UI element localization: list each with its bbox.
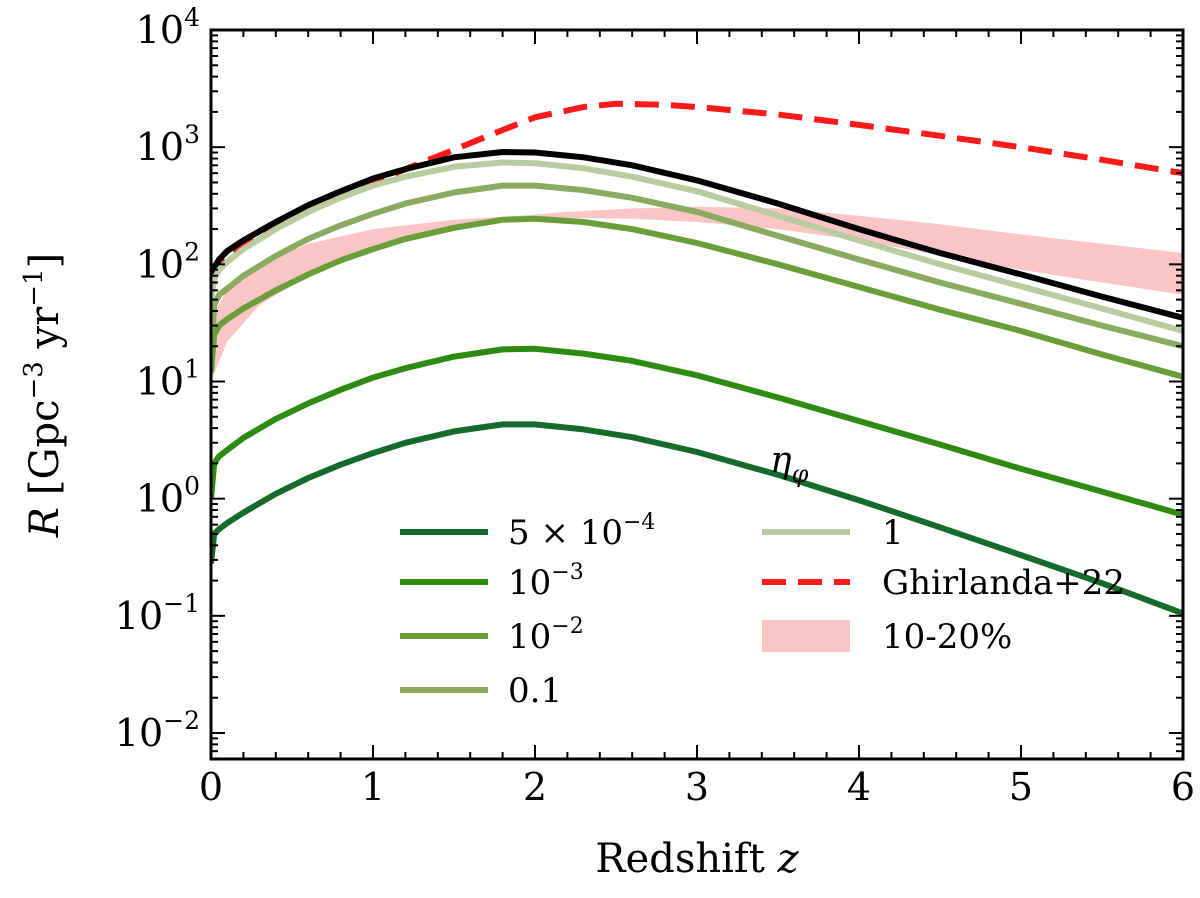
y-tick-base: 10	[136, 8, 184, 52]
y-axis-label-unit-mid: yr	[22, 306, 68, 361]
legend-label: 0.1	[508, 671, 562, 711]
y-tick-label: 101	[136, 355, 200, 404]
legend-label-text: 10-20%	[882, 617, 1012, 657]
series-line-total	[211, 149, 1183, 321]
y-axis-label-unit-open: [Gpc	[22, 400, 68, 496]
x-tick-label: 6	[1171, 765, 1195, 809]
legend-label-exponent: −2	[551, 614, 583, 639]
x-tick-label: 1	[361, 765, 385, 809]
legend-label: 5 × 10−4	[508, 510, 655, 553]
y-tick-exponent: 0	[184, 472, 200, 501]
y-tick-label: 10−1	[115, 589, 200, 638]
y-tick-exponent: 1	[184, 355, 200, 384]
y-axis-label-exp2: −1	[19, 268, 49, 306]
legend-label-text: 1	[882, 513, 904, 553]
y-tick-base: 10	[136, 477, 184, 521]
y-axis-label-unit-close: ]	[22, 253, 68, 269]
y-tick-exponent: 3	[184, 120, 200, 149]
y-tick-base: 10	[115, 594, 163, 638]
y-tick-label: 100	[136, 472, 200, 521]
series-layer	[211, 100, 1183, 617]
y-tick-label: 103	[136, 120, 200, 169]
legend-label: 10-20%	[882, 617, 1012, 657]
legend-title: ηφ	[770, 440, 809, 488]
y-tick-base: 10	[136, 360, 184, 404]
x-axis-label-var: z	[777, 836, 800, 882]
y-tick-label: 10−2	[115, 706, 200, 755]
x-tick-label: 5	[1009, 765, 1033, 809]
legend-label: Ghirlanda+22	[882, 563, 1125, 603]
y-tick-exponent: −1	[163, 589, 200, 618]
y-tick-exponent: 4	[184, 3, 200, 32]
legend-label-text: Ghirlanda+22	[882, 563, 1125, 603]
y-tick-base: 10	[115, 711, 163, 755]
y-tick-base: 10	[136, 242, 184, 286]
y-tick-exponent: −2	[163, 706, 200, 735]
x-axis-label: Redshift z	[595, 836, 799, 882]
y-tick-base: 10	[136, 125, 184, 169]
legend-label-text: 10	[508, 617, 551, 657]
legend: ηφ 5 × 10−410−310−20.11Ghirlanda+2210-20…	[400, 440, 1125, 711]
series-line-eta_1e-3	[211, 345, 1183, 518]
x-tick-label: 3	[685, 765, 709, 809]
series-line-eta_1	[211, 159, 1183, 334]
x-tick-label: 0	[199, 765, 223, 809]
legend-label-exponent: −4	[623, 510, 655, 535]
legend-title-symbol: η	[770, 440, 792, 481]
y-axis-label: R [Gpc−3 yr−1]	[19, 253, 68, 538]
x-tick-label: 2	[523, 765, 547, 809]
y-tick-label: 102	[136, 237, 200, 286]
legend-label: 10−3	[508, 560, 584, 603]
x-tick-labels: 0 1 2 3 4 5 6	[199, 765, 1195, 809]
y-tick-exponent: 2	[184, 237, 200, 266]
y-tick-label: 104	[136, 3, 200, 52]
legend-swatch-band	[762, 620, 850, 652]
legend-label-text: 10	[508, 563, 551, 603]
y-axis-label-exp1: −3	[19, 361, 49, 399]
legend-label: 1	[882, 513, 904, 553]
legend-label-exponent: −3	[551, 560, 583, 585]
series-line-ghirlanda	[211, 100, 1183, 281]
legend-label: 10−2	[508, 614, 584, 657]
y-axis-label-var: R	[22, 507, 68, 538]
series-line-eta_1e-2	[211, 215, 1183, 380]
legend-title-subscript: φ	[792, 460, 809, 488]
legend-label-text: 0.1	[508, 671, 562, 711]
x-axis-label-text: Redshift	[595, 836, 764, 882]
series-line-eta_0.1	[211, 182, 1183, 362]
plot-frame	[209, 28, 1185, 761]
x-tick-label: 4	[847, 765, 871, 809]
series-line-eta_5e-4	[211, 421, 1183, 617]
legend-label-text: 5 × 10	[508, 513, 623, 553]
